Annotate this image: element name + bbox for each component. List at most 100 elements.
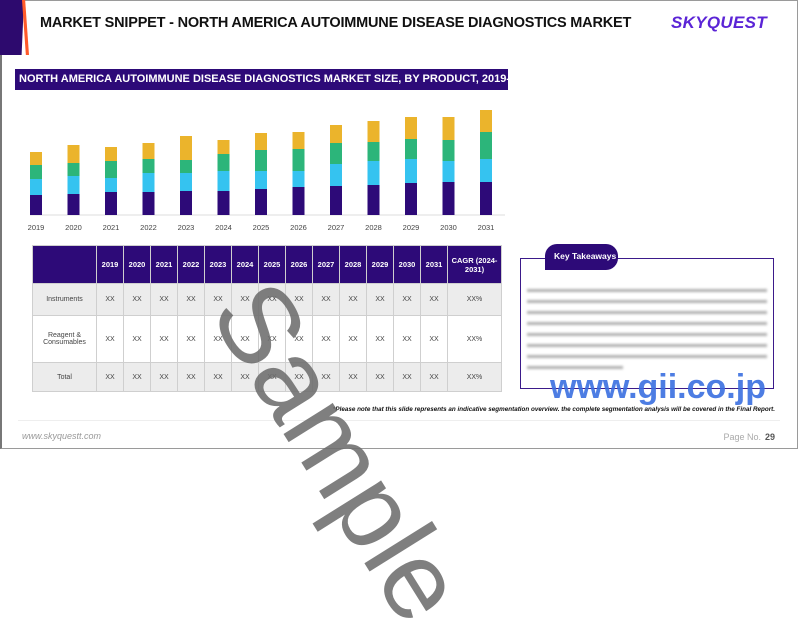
header-year: 2023: [204, 245, 232, 284]
bar-2024-series-3: [217, 154, 230, 171]
market-table: 2019 2020 2021 2022 2023 2024 2025 2026 2027 2028…: [32, 245, 502, 392]
table-row: Total XX XX XX XX XX XX XX XX XX XX XX XX XX XX%: [32, 362, 502, 392]
cell-value: XX: [96, 362, 124, 392]
bar-2025-series-2: [255, 171, 267, 189]
cell-value: XX: [366, 283, 394, 316]
bar-2024-series-2: [217, 171, 230, 191]
bar-2019-series-2: [30, 179, 42, 195]
x-tick-label: 2023: [178, 223, 195, 232]
cell-value: XX: [150, 362, 178, 392]
header-year: 2028: [339, 245, 367, 284]
blurred-text-line: [527, 355, 767, 358]
cell-value: XX: [258, 283, 286, 316]
bar-2029-series-3: [405, 139, 417, 159]
cell-value: XX: [204, 315, 232, 363]
header-year: 2021: [150, 245, 178, 284]
cell-value: XX: [258, 315, 286, 363]
bar-2030-series-4: [442, 117, 455, 140]
cell-value: XX: [123, 315, 151, 363]
cell-value: XX: [339, 362, 367, 392]
bar-2031-series-4: [480, 110, 492, 132]
slide-frame: [0, 0, 798, 449]
cell-value: XX: [150, 315, 178, 363]
cell-value: XX: [285, 283, 313, 316]
footer-divider: [18, 420, 780, 421]
bar-2022-series-3: [142, 159, 155, 173]
bar-2030-series-3: [442, 140, 455, 161]
x-tick-label: 2027: [328, 223, 345, 232]
header-blank: [32, 245, 97, 284]
bar-2029-series-2: [405, 159, 417, 183]
table-row: Reagent & Consumables XX XX XX XX XX XX XX XX XX X…: [32, 315, 502, 363]
bar-2031-series-3: [480, 132, 492, 159]
header-year: 2029: [366, 245, 394, 284]
header-year: 2020: [123, 245, 151, 284]
bar-2025-series-3: [255, 150, 267, 171]
stacked-bar-chart: 2019 2020 2021 2022 2023 2024 2025 2026 2027 2028…: [28, 110, 505, 232]
website-link[interactable]: www.skyquestt.com: [22, 431, 102, 441]
cell-value: XX: [339, 283, 367, 316]
blurred-text-line: [527, 289, 767, 292]
cell-cagr: XX%: [447, 315, 502, 363]
blurred-text-line: [527, 311, 767, 314]
bar-2027-series-1: [330, 186, 342, 215]
cell-value: XX: [231, 362, 259, 392]
cell-value: XX: [204, 362, 232, 392]
bar-2021-series-3: [105, 161, 117, 178]
bar-2021-series-2: [105, 178, 117, 192]
cell-value: XX: [312, 362, 340, 392]
cell-value: XX: [420, 283, 448, 316]
page-label: Page No.: [723, 432, 761, 442]
cell-value: XX: [420, 315, 448, 363]
cell-value: XX: [393, 283, 421, 316]
cell-value: XX: [258, 362, 286, 392]
x-tick-label: 2026: [290, 223, 307, 232]
bar-2028-series-2: [367, 161, 380, 185]
bar-2023-series-4: [180, 136, 192, 160]
header-year: 2025: [258, 245, 286, 284]
row-label: Instruments: [32, 283, 97, 316]
bar-2023-series-1: [180, 191, 192, 215]
page-number: Page No. 29: [723, 432, 775, 442]
x-tick-label: 2021: [103, 223, 120, 232]
blurred-text-line: [527, 333, 767, 336]
cell-value: XX: [96, 283, 124, 316]
bar-2026-series-2: [292, 171, 305, 187]
bar-2028-series-3: [367, 142, 380, 161]
bar-2029-series-4: [405, 117, 417, 139]
bar-2030-series-2: [442, 161, 455, 182]
bar-2030-series-1: [442, 182, 455, 215]
bar-2027-series-3: [330, 143, 342, 164]
key-takeaways-title: Key Takeaways: [545, 244, 618, 270]
bar-2027-series-2: [330, 164, 342, 186]
page-title: MARKET SNIPPET - NORTH AMERICA AUTOIMMUN…: [40, 15, 632, 31]
x-tick-label: 2020: [65, 223, 82, 232]
cell-value: XX: [96, 315, 124, 363]
bar-2019-series-3: [30, 165, 42, 179]
bar-2026-series-3: [292, 149, 305, 171]
bar-2022-series-2: [142, 173, 155, 192]
table-header-row: 2019 2020 2021 2022 2023 2024 2025 2026 2027 2028…: [32, 245, 502, 284]
cell-value: XX: [204, 283, 232, 316]
bar-2020-series-1: [67, 194, 80, 215]
chart-title: NORTH AMERICA AUTOIMMUNE DISEASE DIAGNOS…: [15, 69, 616, 90]
bar-2019-series-4: [30, 152, 42, 165]
skyquest-logo: SKYQUEST: [671, 13, 767, 32]
table-row: Instruments XX XX XX XX XX XX XX XX XX XX XX XX XX XX%: [32, 283, 502, 316]
cell-cagr: XX%: [447, 283, 502, 316]
header-cagr: CAGR (2024-2031): [447, 245, 502, 284]
x-tick-label: 2029: [403, 223, 420, 232]
cell-value: XX: [393, 315, 421, 363]
header-year: 2026: [285, 245, 313, 284]
cell-value: XX: [177, 362, 205, 392]
cell-value: XX: [393, 362, 421, 392]
x-tick-label: 2024: [215, 223, 232, 232]
bar-2024-series-4: [217, 140, 230, 154]
cell-value: XX: [366, 315, 394, 363]
cell-value: XX: [123, 362, 151, 392]
x-tick-label: 2030: [440, 223, 457, 232]
bar-2025-series-1: [255, 189, 267, 215]
bar-2025-series-4: [255, 133, 267, 150]
row-label: Total: [32, 362, 97, 392]
bar-2020-series-2: [67, 176, 80, 194]
